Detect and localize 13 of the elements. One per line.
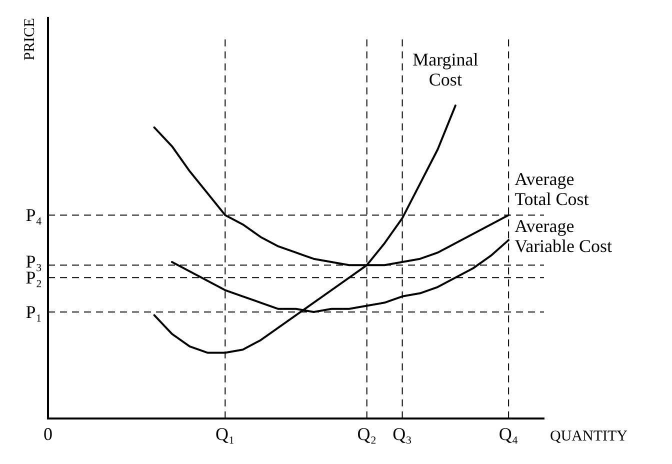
ref-line-label: P₃ [26,252,42,272]
series-label: Marginal Cost [412,50,478,90]
series-label: Average Variable Cost [514,216,612,256]
ref-line-label: P₄ [26,205,42,226]
x-tick-label: Q₄ [498,424,518,444]
series-label: Average Total Cost [514,169,589,210]
x-tick-label: 0 [44,424,52,444]
y-axis-title: PRICE [22,18,38,61]
ref-line-label: P₁ [26,302,42,322]
x-axis-title: QUANTITY [550,428,628,444]
x-tick-label: Q₁ [216,424,235,444]
x-tick-label: Q₃ [392,424,412,444]
x-tick-label: Q₂ [357,424,376,444]
